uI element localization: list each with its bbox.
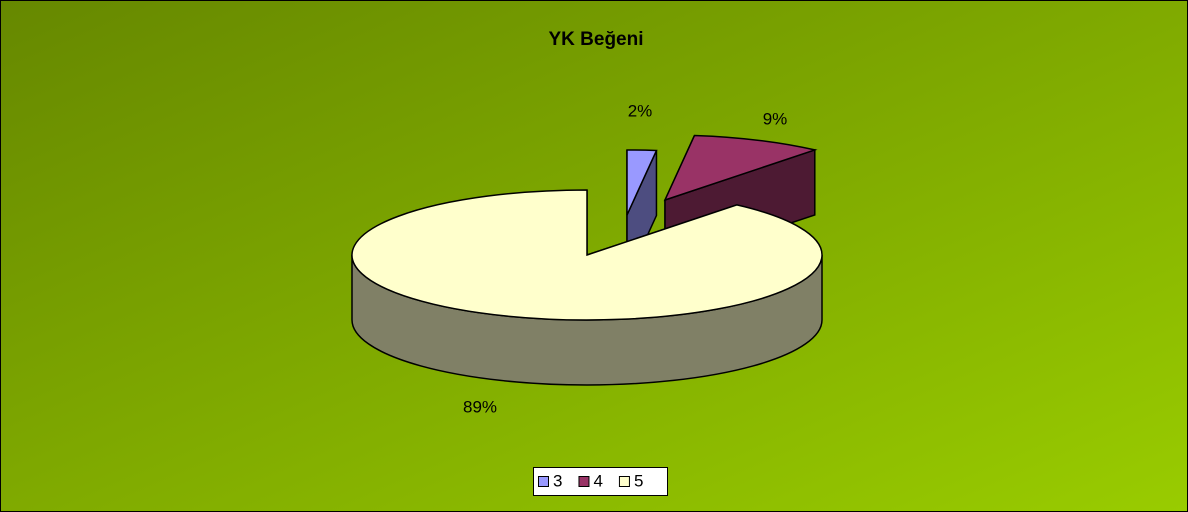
slice [626,149,658,216]
legend-swatch [618,476,630,487]
legend-label: 4 [593,471,602,490]
pie [351,134,823,386]
legend-swatch [578,476,590,487]
chart-title: YK Beğeni [548,29,643,50]
data-label: 2% [628,101,653,120]
slice [663,134,818,202]
slice [351,189,823,321]
data-label: 9% [763,109,788,128]
legend-label: 5 [634,471,643,490]
legend-label: 3 [553,471,562,490]
data-label: 89% [463,397,497,416]
legend-swatch [538,476,549,487]
legend [533,467,668,496]
